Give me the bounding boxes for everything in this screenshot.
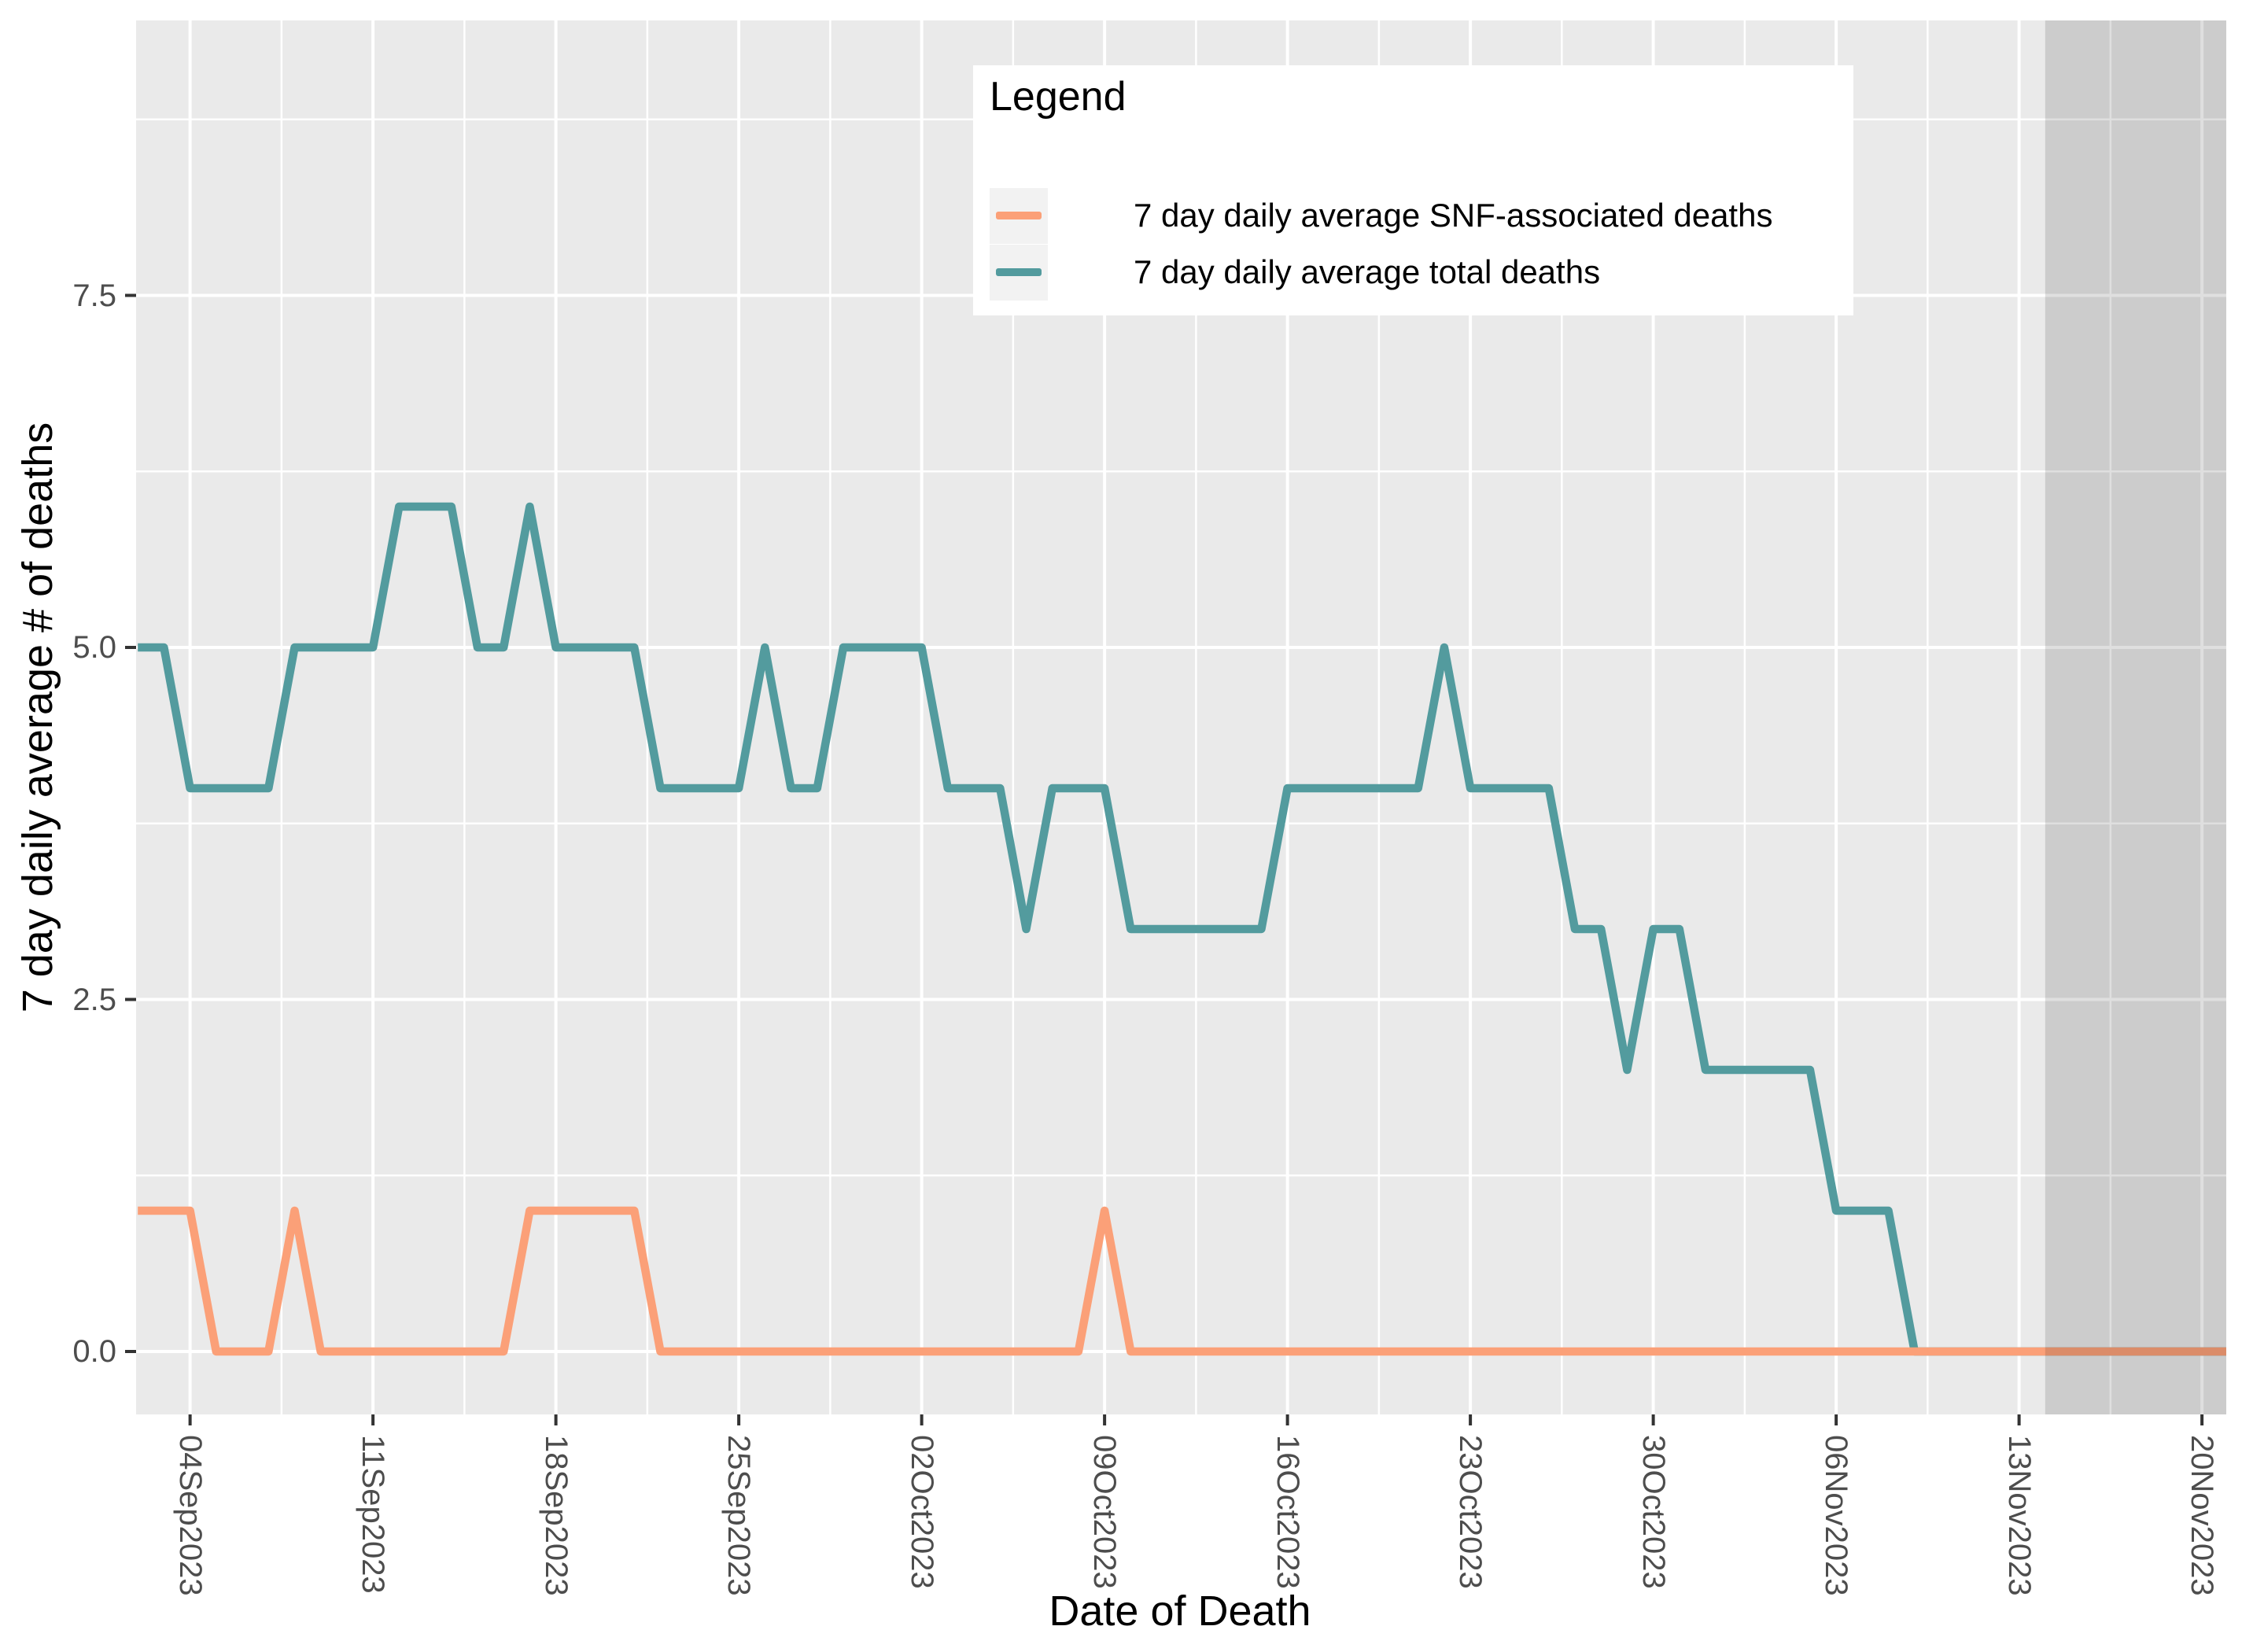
series-line-snf-deaths <box>138 1206 2226 1356</box>
series-line-total-deaths <box>138 502 2226 1356</box>
legend-label-total: 7 day daily average total deaths <box>1134 253 1601 290</box>
provisional-data-shade <box>2045 20 2226 1414</box>
x-tick-label: 25Sep2023 <box>721 1435 757 1596</box>
x-tick-label: 11Sep2023 <box>356 1435 391 1594</box>
x-tick-label: 18Sep2023 <box>538 1435 573 1596</box>
y-tick-label: 7.5 <box>72 278 116 313</box>
legend-entry-snf: 7 day daily average SNF-associated death… <box>990 187 1772 244</box>
x-tick-label: 20Nov2023 <box>2185 1435 2220 1596</box>
legend-label-snf: 7 day daily average SNF-associated death… <box>1134 197 1773 234</box>
y-tick-label: 5.0 <box>72 630 116 665</box>
x-tick-label: 06Nov2023 <box>1819 1435 1854 1596</box>
y-axis-title: 7 day daily average # of deaths <box>14 422 61 1013</box>
x-tick-label: 02Oct2023 <box>904 1435 939 1589</box>
y-tick-label: 2.5 <box>72 982 116 1017</box>
legend-key-snf <box>990 187 1048 244</box>
x-tick-label: 30Oct2023 <box>1635 1435 1671 1589</box>
snf-line-icon <box>996 212 1042 219</box>
total-line-icon <box>996 268 1042 276</box>
legend-title: Legend <box>990 74 1127 120</box>
x-tick-label: 13Nov2023 <box>2001 1435 2037 1596</box>
legend-key-total <box>990 244 1048 301</box>
x-tick-label: 23Oct2023 <box>1453 1435 1488 1589</box>
legend: Legend 7 day daily average SNF-associate… <box>973 65 1853 315</box>
x-axis-title: Date of Death <box>1049 1587 1311 1635</box>
y-tick-label: 0.0 <box>72 1334 116 1369</box>
legend-entry-total: 7 day daily average total deaths <box>990 244 1600 301</box>
x-tick-label: 16Oct2023 <box>1270 1435 1305 1589</box>
x-tick-label: 04Sep2023 <box>172 1435 208 1596</box>
x-tick-label: 09Oct2023 <box>1087 1435 1123 1589</box>
